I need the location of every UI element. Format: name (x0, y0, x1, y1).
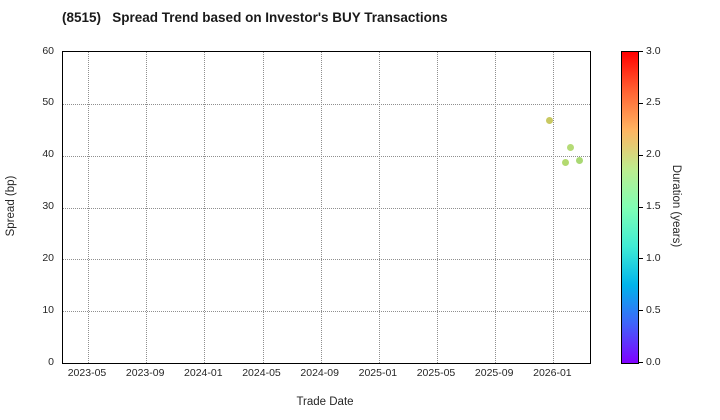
chart-title: (8515) Spread Trend based on Investor's … (62, 10, 448, 25)
colorbar-tick-mark (639, 102, 643, 104)
data-point (562, 158, 570, 166)
colorbar-tick-mark (639, 310, 643, 312)
gridline-horizontal (63, 311, 590, 313)
colorbar-tick-label: 0.5 (646, 303, 661, 316)
x-tick-label: 2023-05 (67, 367, 107, 379)
colorbar-tick-label: 3.0 (646, 44, 661, 57)
gridline-horizontal (63, 155, 590, 157)
x-tick-label: 2024-09 (300, 367, 339, 379)
x-tick-label: 2025-09 (474, 367, 514, 379)
colorbar-tick-label: 2.0 (646, 148, 661, 161)
x-tick-label: 2026-01 (533, 367, 572, 379)
y-tick-label: 0 (48, 355, 54, 368)
y-tick-label: 20 (42, 251, 54, 264)
colorbar-tick-mark (639, 258, 643, 260)
y-tick-label: 30 (42, 200, 54, 212)
colorbar-tick-label: 2.5 (646, 96, 661, 109)
colorbar-tick-label: 0.0 (646, 355, 661, 368)
colorbar-tick-mark (639, 362, 643, 363)
x-axis-label: Trade Date (296, 396, 354, 408)
colorbar-label: Duration (years) (670, 164, 682, 248)
y-tick-label: 10 (42, 303, 54, 316)
gridline-horizontal (63, 207, 590, 209)
gridline-horizontal (63, 259, 590, 261)
data-point (546, 116, 554, 124)
colorbar-tick-mark (639, 51, 643, 52)
colorbar (621, 51, 639, 364)
colorbar-tick-label: 1.0 (646, 251, 661, 264)
colorbar-tick-mark (639, 154, 643, 156)
y-tick-label: 40 (42, 148, 54, 161)
y-tick-label: 50 (42, 96, 54, 109)
data-point (576, 157, 583, 165)
plot-area (62, 51, 591, 364)
data-point (567, 144, 575, 152)
x-tick-label: 2024-05 (242, 367, 281, 379)
colorbar-tick-label: 1.5 (646, 200, 661, 212)
colorbar-tick-mark (639, 206, 643, 208)
x-tick-label: 2025-01 (358, 367, 398, 379)
gridline-horizontal (63, 103, 590, 105)
y-tick-label: 60 (42, 44, 54, 57)
x-tick-label: 2023-09 (125, 367, 165, 379)
x-tick-label: 2025-05 (416, 367, 456, 379)
x-tick-label: 2024-01 (184, 367, 223, 379)
